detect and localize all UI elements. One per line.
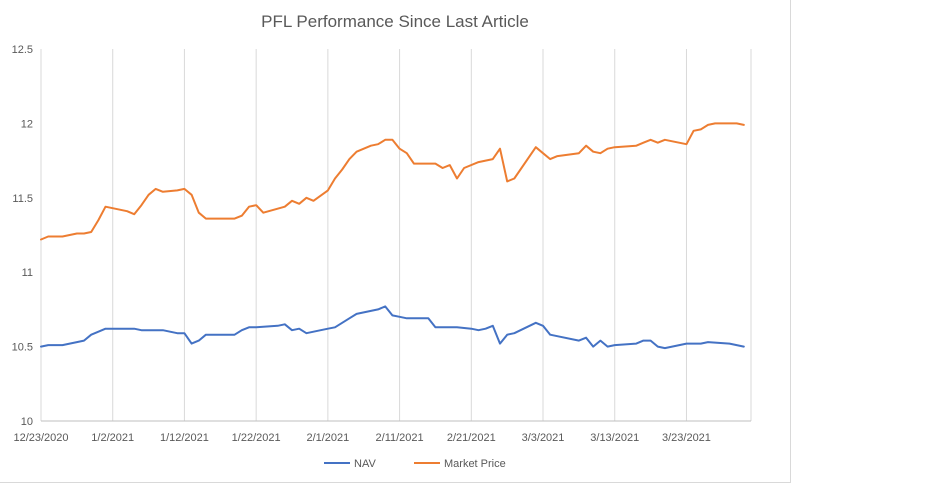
y-axis-ticks: 10 10.5 11 11.5 12 12.5 bbox=[12, 44, 33, 428]
y-tick-label: 10 bbox=[21, 416, 33, 428]
legend: NAV Market Price bbox=[324, 458, 506, 470]
x-tick-label: 2/1/2021 bbox=[306, 432, 349, 444]
x-tick-label: 2/11/2021 bbox=[376, 432, 424, 444]
x-tick-label: 3/13/2021 bbox=[590, 432, 639, 444]
legend-label-0: NAV bbox=[354, 458, 376, 470]
x-tick-label: 3/23/2021 bbox=[662, 432, 711, 444]
x-tick-label: 1/2/2021 bbox=[91, 432, 134, 444]
y-tick-label: 12.5 bbox=[12, 44, 33, 56]
x-tick-label: 1/12/2021 bbox=[160, 432, 209, 444]
chart-title: PFL Performance Since Last Article bbox=[261, 12, 529, 31]
y-tick-label: 11.5 bbox=[12, 193, 33, 205]
gridlines bbox=[40, 49, 752, 421]
x-tick-label: 1/22/2021 bbox=[232, 432, 281, 444]
x-tick-label: 3/3/2021 bbox=[522, 432, 565, 444]
series-line-1 bbox=[40, 122, 745, 241]
x-axis-ticks: 12/23/2020 1/2/2021 1/12/2021 1/22/2021 2/1/… bbox=[13, 432, 710, 444]
line-chart: PFL Performance Since Last Article 10 10.… bbox=[12, 12, 752, 470]
x-tick-label: 12/23/2020 bbox=[13, 432, 68, 444]
y-tick-label: 11 bbox=[22, 267, 33, 279]
series-lines bbox=[40, 122, 745, 350]
legend-label-1: Market Price bbox=[444, 458, 506, 470]
y-tick-label: 12 bbox=[21, 118, 33, 130]
series-line-0 bbox=[40, 305, 745, 350]
x-tick-label: 2/21/2021 bbox=[447, 432, 496, 444]
chart-area: PFL Performance Since Last Article 10 10.… bbox=[0, 0, 791, 483]
y-tick-label: 10.5 bbox=[12, 342, 33, 354]
